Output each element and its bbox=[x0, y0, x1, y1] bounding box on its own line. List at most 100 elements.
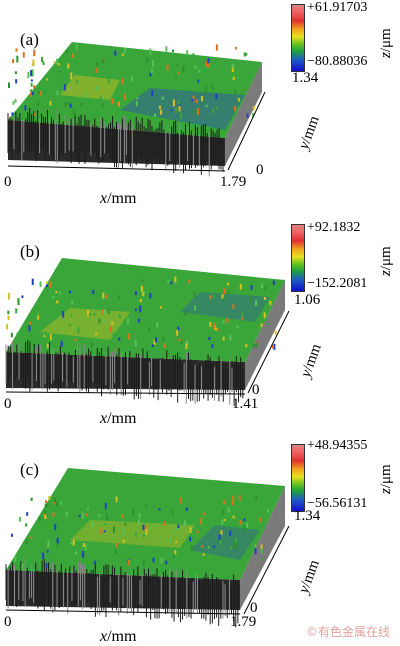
surface-texture-speck bbox=[254, 544, 257, 547]
surface-texture-speck bbox=[189, 527, 192, 533]
surface-texture-speck bbox=[122, 539, 125, 543]
surface-texture-speck bbox=[32, 59, 35, 67]
surface-texture-speck bbox=[56, 545, 59, 548]
surface-texture-speck bbox=[202, 553, 205, 556]
surface-texture-speck bbox=[254, 548, 257, 555]
surface-texture-speck bbox=[21, 295, 24, 299]
y-min-tick: 0 bbox=[252, 382, 260, 398]
surface-texture-speck bbox=[107, 78, 110, 85]
surface-texture-speck bbox=[149, 292, 152, 299]
surface-texture-speck bbox=[165, 46, 168, 52]
surface-texture-speck bbox=[30, 79, 33, 82]
surface-texture-speck bbox=[207, 57, 210, 63]
surface-texture-speck bbox=[175, 540, 178, 544]
surface-texture-speck bbox=[115, 548, 118, 555]
x-min-tick: 0 bbox=[4, 396, 12, 412]
z-unit-label: z/μm bbox=[378, 246, 394, 276]
surface-texture-speck bbox=[243, 52, 246, 57]
surface-texture-speck bbox=[55, 502, 58, 507]
surface-texture-speck bbox=[183, 520, 186, 526]
surface-texture-speck bbox=[30, 82, 33, 87]
surface-texture-speck bbox=[171, 530, 174, 534]
surface-texture-speck bbox=[182, 65, 185, 73]
surface-texture-speck bbox=[140, 285, 143, 292]
surface-texture-speck bbox=[249, 296, 252, 303]
surface-texture-speck bbox=[252, 105, 255, 111]
surface-texture-speck bbox=[222, 320, 225, 324]
surface-texture-speck bbox=[12, 101, 15, 105]
y-max-tick: 1.06 bbox=[294, 292, 321, 308]
surface-texture-speck bbox=[185, 507, 188, 512]
surface-texture-speck bbox=[255, 300, 258, 307]
surface-texture-speck bbox=[98, 513, 101, 517]
surface-texture-speck bbox=[142, 534, 145, 538]
x-axis-line bbox=[7, 165, 226, 172]
surface-texture-speck bbox=[118, 314, 121, 319]
surface-texture-speck bbox=[229, 334, 232, 342]
surface-texture-speck bbox=[102, 58, 105, 64]
surface-texture-speck bbox=[176, 64, 179, 67]
surface-texture-speck bbox=[260, 544, 263, 549]
surface-texture-speck bbox=[222, 336, 225, 341]
surface-texture-speck bbox=[30, 89, 33, 92]
surface-yellow-region bbox=[70, 520, 195, 548]
z-unit-label: z/μm bbox=[378, 28, 394, 58]
surface-texture-speck bbox=[195, 99, 198, 104]
surface-texture-speck bbox=[8, 82, 11, 89]
surface-texture-speck bbox=[22, 52, 25, 58]
surface-texture-speck bbox=[69, 103, 72, 108]
surface-texture-speck bbox=[178, 338, 181, 342]
surface-texture-speck bbox=[78, 514, 81, 517]
surface-texture-speck bbox=[33, 49, 36, 56]
surface-texture-speck bbox=[128, 333, 131, 340]
surface-texture-speck bbox=[149, 72, 152, 77]
x-max-tick: 1.79 bbox=[220, 174, 247, 190]
surface-texture-speck bbox=[138, 512, 141, 518]
surface-texture-speck bbox=[243, 73, 246, 80]
surface-texture-speck bbox=[29, 321, 32, 325]
surface-texture-speck bbox=[53, 502, 56, 505]
surface-texture-speck bbox=[215, 44, 218, 51]
surface-texture-speck bbox=[117, 101, 120, 107]
surface-texture-speck bbox=[53, 61, 56, 64]
surface-texture-speck bbox=[245, 52, 248, 56]
surface-texture-speck bbox=[28, 325, 31, 332]
surface-texture-speck bbox=[134, 308, 137, 312]
surface-texture-speck bbox=[118, 337, 121, 341]
surface-texture-speck bbox=[130, 76, 133, 82]
surface-texture-speck bbox=[66, 50, 69, 53]
surface-texture-speck bbox=[46, 553, 49, 558]
surface-texture-speck bbox=[243, 525, 246, 532]
surface-texture-speck bbox=[158, 105, 161, 109]
surface-texture-speck bbox=[211, 84, 214, 90]
surface-texture-speck bbox=[232, 495, 235, 501]
surface-texture-speck bbox=[60, 340, 63, 347]
surface-texture-speck bbox=[194, 305, 197, 311]
surface-texture-speck bbox=[29, 92, 32, 97]
surface-texture-speck bbox=[274, 330, 277, 335]
surface-texture-speck bbox=[46, 284, 49, 288]
surface-texture-speck bbox=[151, 90, 154, 97]
surface-texture-speck bbox=[223, 288, 226, 295]
surface-texture-speck bbox=[243, 518, 246, 522]
surface-texture-speck bbox=[231, 501, 234, 506]
surface-texture-speck bbox=[177, 72, 180, 75]
surface-texture-speck bbox=[56, 300, 59, 304]
surface-texture-speck bbox=[15, 48, 18, 52]
surface-texture-speck bbox=[216, 328, 219, 331]
surface-texture-speck bbox=[160, 558, 163, 564]
surface-texture-speck bbox=[15, 79, 18, 84]
surface-texture-speck bbox=[87, 309, 90, 316]
surface-texture-speck bbox=[172, 553, 175, 558]
surface-texture-speck bbox=[112, 526, 115, 533]
surface-texture-speck bbox=[170, 108, 173, 111]
surface-texture-speck bbox=[101, 309, 104, 315]
surface-texture-speck bbox=[162, 336, 165, 341]
surface-3d-plot-c bbox=[5, 468, 290, 628]
surface-texture-speck bbox=[171, 509, 174, 516]
surface-texture-speck bbox=[273, 343, 276, 350]
surface-texture-speck bbox=[82, 543, 85, 547]
surface-texture-speck bbox=[190, 545, 193, 552]
surface-texture-speck bbox=[221, 294, 224, 299]
surface-texture-speck bbox=[45, 281, 48, 284]
